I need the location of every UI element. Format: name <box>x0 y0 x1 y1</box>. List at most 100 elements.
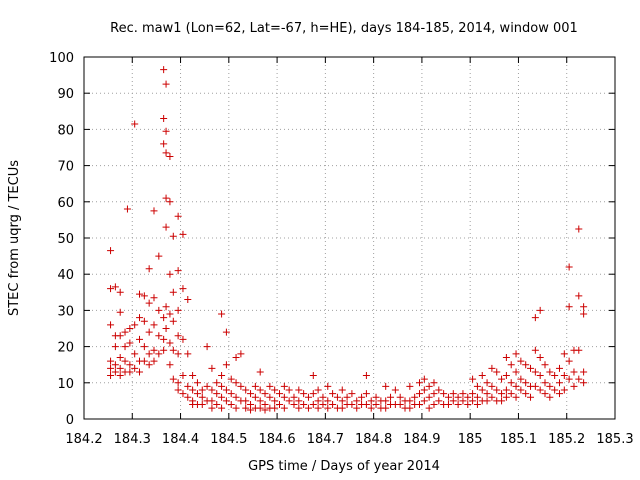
data-point <box>107 372 115 380</box>
y-tick-label: 50 <box>57 232 74 247</box>
data-point <box>531 346 539 354</box>
data-point <box>140 343 148 351</box>
data-point <box>203 382 211 390</box>
data-point <box>546 368 554 376</box>
data-point <box>155 350 163 358</box>
data-point <box>551 386 559 394</box>
data-point <box>570 382 578 390</box>
data-point <box>136 290 144 298</box>
data-point <box>415 401 423 409</box>
data-point <box>184 350 192 358</box>
data-point <box>507 379 515 387</box>
x-tick-label: 184.9 <box>403 432 440 447</box>
data-point <box>454 393 462 401</box>
y-tick-label: 100 <box>49 51 74 66</box>
data-point <box>560 372 568 380</box>
data-point <box>162 303 170 311</box>
data-point <box>319 401 327 409</box>
data-point <box>116 353 124 361</box>
data-point <box>116 364 124 372</box>
data-point <box>237 382 245 390</box>
data-point <box>145 361 153 369</box>
data-point <box>391 386 399 394</box>
x-tick-label: 184.2 <box>65 432 102 447</box>
data-point <box>536 306 544 314</box>
data-point <box>251 382 259 390</box>
data-point <box>174 306 182 314</box>
data-point <box>218 393 226 401</box>
y-tick-label: 30 <box>57 304 74 319</box>
data-point <box>126 339 134 347</box>
x-tick-label: 185.2 <box>548 432 585 447</box>
data-point <box>184 382 192 390</box>
data-point <box>107 247 115 255</box>
data-point <box>329 401 337 409</box>
data-point <box>256 397 264 405</box>
data-point <box>324 397 332 405</box>
data-point <box>338 386 346 394</box>
y-tick-label: 40 <box>57 268 74 283</box>
data-point <box>290 401 298 409</box>
data-point <box>527 364 535 372</box>
data-point <box>232 379 240 387</box>
data-point <box>580 303 588 311</box>
data-point <box>162 149 170 157</box>
data-point <box>522 379 530 387</box>
data-point <box>116 332 124 340</box>
data-point <box>242 404 250 412</box>
data-point <box>280 382 288 390</box>
data-point <box>309 401 317 409</box>
data-point <box>218 310 226 318</box>
data-point <box>189 386 197 394</box>
data-point <box>483 397 491 405</box>
data-point <box>155 332 163 340</box>
data-point <box>271 404 279 412</box>
data-point <box>169 232 177 240</box>
data-point <box>575 225 583 233</box>
data-point <box>166 270 174 278</box>
data-point <box>261 406 269 414</box>
data-point <box>280 393 288 401</box>
data-point <box>116 288 124 296</box>
data-point <box>179 390 187 398</box>
data-point <box>541 361 549 369</box>
data-point <box>512 393 520 401</box>
data-point <box>358 393 366 401</box>
y-tick-label: 90 <box>57 87 74 102</box>
data-point <box>382 382 390 390</box>
data-point <box>362 372 370 380</box>
data-point <box>145 299 153 307</box>
data-point <box>551 372 559 380</box>
data-point <box>121 357 129 365</box>
data-point <box>208 386 216 394</box>
data-point <box>145 265 153 273</box>
data-point <box>208 404 216 412</box>
data-point <box>251 393 259 401</box>
data-point <box>256 404 264 412</box>
data-point <box>155 306 163 314</box>
data-point <box>483 379 491 387</box>
data-point <box>507 390 515 398</box>
data-point <box>174 212 182 220</box>
data-point <box>406 382 414 390</box>
data-point <box>242 386 250 394</box>
data-point <box>314 404 322 412</box>
data-point <box>198 393 206 401</box>
data-point <box>319 393 327 401</box>
data-point <box>498 375 506 383</box>
data-point <box>145 328 153 336</box>
data-point <box>435 386 443 394</box>
data-point <box>343 393 351 401</box>
data-point <box>555 390 563 398</box>
data-point <box>162 223 170 231</box>
data-point <box>140 292 148 300</box>
data-point <box>131 350 139 358</box>
data-point <box>218 404 226 412</box>
data-point <box>179 285 187 293</box>
data-point <box>444 393 452 401</box>
y-tick-label: 20 <box>57 341 74 356</box>
data-point <box>174 267 182 275</box>
data-point <box>493 386 501 394</box>
data-point <box>348 390 356 398</box>
